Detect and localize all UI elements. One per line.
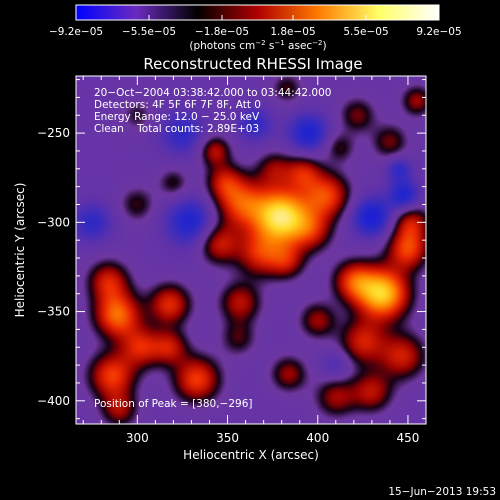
x-axis-ticks: 300 350 400 450 [82,76,427,445]
y-tick-label: −400 [37,394,70,408]
annotation-detectors: Detectors: 4F 5F 6F 7F 8F, Att 0 [94,99,261,111]
annotation-clean-counts: Clean Total counts: 2.89E+03 [94,123,259,135]
y-tick-label: −250 [37,126,70,140]
colorbar-tick-label: −9.2e−05 [49,26,103,38]
annotation-time-range: 20−Oct−2004 03:38:42.000 to 03:44:42.000 [94,87,331,99]
colorbar-tick-label: −5.5e−05 [122,26,176,38]
footer-date: 15−Jun−2013 19:53 [388,486,496,498]
colorbar-tick-label: 1.8e−05 [270,26,315,38]
y-axis-ticks: −250 −300 −350 −400 [37,79,426,420]
chart-title: Reconstructed RHESSI Image [143,55,362,73]
plot-frame [75,75,427,425]
colorbar-tick-label: −1.8e−05 [195,26,249,38]
y-tick-label: −300 [37,215,70,229]
colorbar [76,5,439,20]
colorbar-frame [75,4,440,21]
colorbar-tick-label: 9.2e−05 [416,26,461,38]
heatmap-image [76,76,426,424]
colorbar-units-label: (photons cm−2 s−1 asec−2) [189,39,326,52]
x-tick-label: 350 [216,431,239,445]
annotation-energy-range: Energy Range: 12.0 − 25.0 keV [94,111,260,123]
colorbar-ticks: −9.2e−05 −5.5e−05 −1.8e−05 1.8e−05 5.5e−05 9.… [49,15,462,38]
colorbar-tick-label: 5.5e−05 [343,26,388,38]
annotation-peak-position: Position of Peak = [380,−296] [94,398,253,410]
x-tick-label: 400 [306,431,329,445]
y-axis-label: Heliocentric Y (arcsec) [13,183,27,318]
x-tick-label: 300 [126,431,149,445]
x-tick-label: 450 [397,431,420,445]
x-axis-label: Heliocentric X (arcsec) [183,448,319,462]
y-tick-label: −350 [37,305,70,319]
